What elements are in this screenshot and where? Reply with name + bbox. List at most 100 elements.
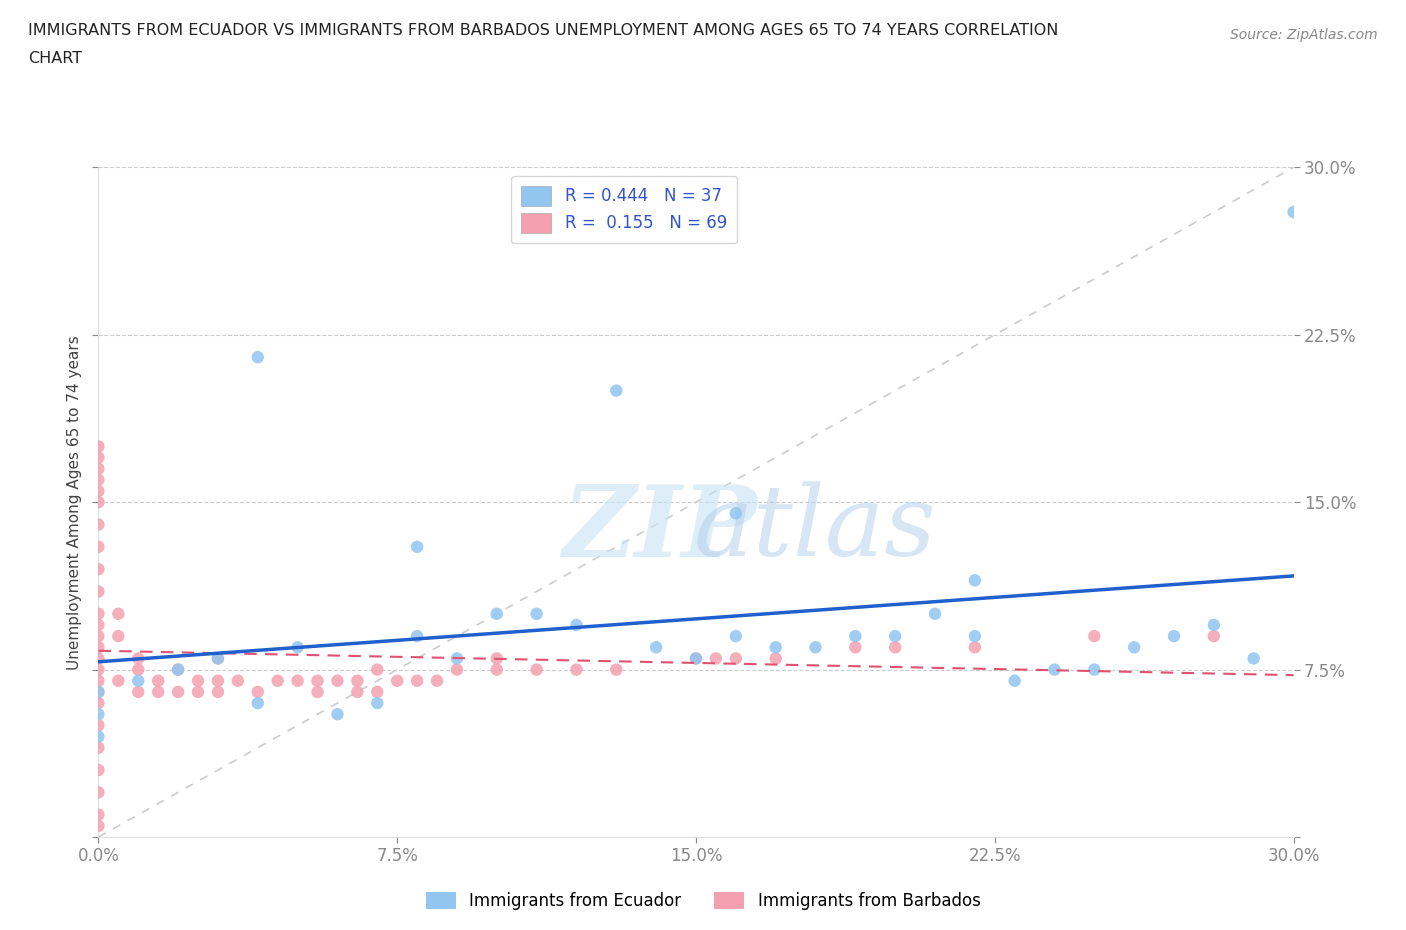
Point: [963, 640, 986, 655]
Text: ZIP: ZIP: [562, 481, 758, 578]
Point: [645, 640, 668, 655]
Point: [87, 495, 110, 510]
Y-axis label: Unemployment Among Ages 65 to 74 years: Unemployment Among Ages 65 to 74 years: [66, 335, 82, 670]
Point: [167, 662, 190, 677]
Point: [87, 684, 110, 699]
Point: [963, 629, 986, 644]
Point: [87, 539, 110, 554]
Point: [446, 662, 468, 677]
Point: [385, 673, 409, 688]
Point: [406, 673, 429, 688]
Point: [87, 763, 110, 777]
Point: [87, 673, 110, 688]
Text: atlas: atlas: [695, 482, 936, 577]
Point: [1202, 618, 1225, 632]
Point: [148, 673, 170, 688]
Point: [87, 818, 110, 833]
Point: [326, 707, 349, 722]
Point: [1123, 640, 1146, 655]
Point: [87, 707, 110, 722]
Point: [704, 651, 727, 666]
Point: [485, 651, 508, 666]
Point: [87, 651, 110, 666]
Point: [605, 383, 627, 398]
Point: [87, 696, 110, 711]
Point: [87, 450, 110, 465]
Point: [346, 673, 368, 688]
Point: [326, 673, 349, 688]
Point: [107, 629, 129, 644]
Point: [87, 684, 110, 699]
Point: [87, 718, 110, 733]
Point: [307, 673, 329, 688]
Point: [724, 506, 747, 521]
Point: [87, 807, 110, 822]
Point: [804, 640, 827, 655]
Point: [844, 640, 866, 655]
Point: [426, 673, 449, 688]
Point: [246, 684, 269, 699]
Point: [1043, 662, 1066, 677]
Point: [87, 618, 110, 632]
Point: [207, 673, 229, 688]
Point: [287, 640, 309, 655]
Text: Source: ZipAtlas.com: Source: ZipAtlas.com: [1230, 28, 1378, 42]
Legend: Immigrants from Ecuador, Immigrants from Barbados: Immigrants from Ecuador, Immigrants from…: [419, 885, 987, 917]
Point: [526, 606, 548, 621]
Point: [226, 673, 249, 688]
Point: [167, 662, 190, 677]
Point: [406, 539, 429, 554]
Text: CHART: CHART: [28, 51, 82, 66]
Point: [366, 696, 388, 711]
Point: [207, 684, 229, 699]
Point: [87, 629, 110, 644]
Point: [87, 472, 110, 487]
Point: [724, 629, 747, 644]
Point: [87, 461, 110, 476]
Point: [246, 696, 269, 711]
Point: [1083, 629, 1105, 644]
Point: [107, 673, 129, 688]
Point: [246, 350, 269, 365]
Point: [207, 651, 229, 666]
Point: [127, 684, 149, 699]
Point: [366, 684, 388, 699]
Point: [287, 673, 309, 688]
Point: [1243, 651, 1265, 666]
Point: [765, 640, 787, 655]
Point: [87, 562, 110, 577]
Point: [107, 606, 129, 621]
Point: [87, 729, 110, 744]
Point: [1202, 629, 1225, 644]
Point: [87, 517, 110, 532]
Point: [924, 606, 946, 621]
Point: [724, 651, 747, 666]
Point: [307, 684, 329, 699]
Text: IMMIGRANTS FROM ECUADOR VS IMMIGRANTS FROM BARBADOS UNEMPLOYMENT AMONG AGES 65 T: IMMIGRANTS FROM ECUADOR VS IMMIGRANTS FR…: [28, 23, 1059, 38]
Point: [148, 684, 170, 699]
Point: [884, 629, 907, 644]
Legend: R = 0.444   N = 37, R =  0.155   N = 69: R = 0.444 N = 37, R = 0.155 N = 69: [512, 176, 737, 243]
Point: [267, 673, 290, 688]
Point: [1163, 629, 1185, 644]
Point: [485, 606, 508, 621]
Point: [127, 673, 149, 688]
Point: [87, 439, 110, 454]
Point: [127, 662, 149, 677]
Point: [87, 584, 110, 599]
Point: [1083, 662, 1105, 677]
Point: [963, 573, 986, 588]
Point: [446, 651, 468, 666]
Point: [87, 662, 110, 677]
Point: [366, 662, 388, 677]
Point: [187, 684, 209, 699]
Point: [87, 484, 110, 498]
Point: [207, 651, 229, 666]
Point: [1282, 205, 1305, 219]
Point: [685, 651, 707, 666]
Point: [1004, 673, 1026, 688]
Point: [167, 684, 190, 699]
Point: [765, 651, 787, 666]
Point: [565, 618, 588, 632]
Point: [87, 640, 110, 655]
